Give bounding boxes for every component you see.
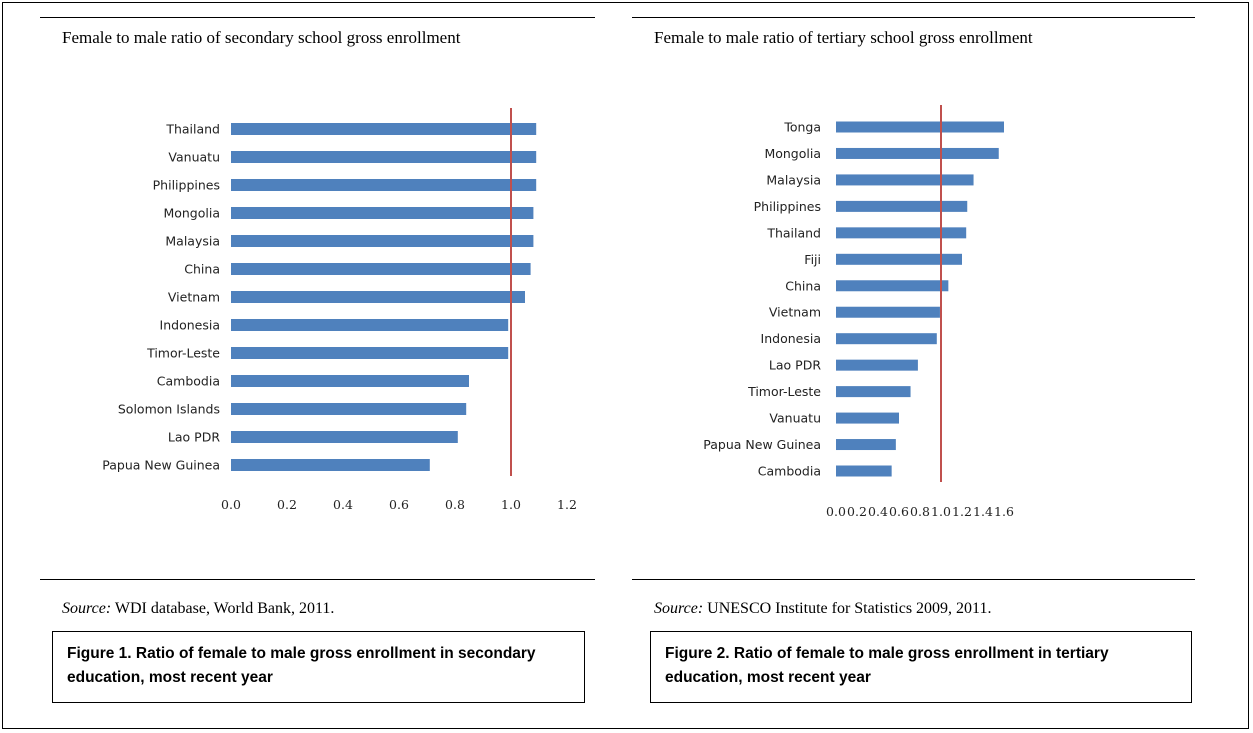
category-label: Vietnam [168, 290, 220, 305]
x-tick-label: 0.0 [826, 504, 846, 519]
x-tick-label: 0.0 [221, 497, 241, 512]
chart-title: Female to male ratio of tertiary school … [654, 28, 1033, 47]
bar [231, 347, 509, 359]
x-tick-label: 0.6 [389, 497, 409, 512]
x-tick-label: 1.0 [931, 504, 951, 519]
x-tick-label: 0.6 [889, 504, 909, 519]
bar [231, 207, 534, 219]
bar [231, 431, 458, 443]
figure-1-panel: Female to male ratio of secondary school… [0, 0, 600, 733]
x-tick-label: 1.0 [501, 497, 521, 512]
category-label: Philippines [754, 199, 821, 214]
bar [231, 151, 537, 163]
source-text: WDI database, World Bank, 2011. [111, 600, 335, 617]
bar [231, 179, 537, 191]
category-label: Thailand [766, 225, 821, 240]
tertiary-enrollment-chart: Tonga Mongolia Malaysia Philippines Thailand… [703, 105, 1014, 519]
category-label: Mongolia [163, 206, 220, 221]
source-label: Source: [62, 600, 112, 617]
category-label: Cambodia [758, 464, 821, 479]
category-label: Cambodia [157, 374, 220, 389]
category-label: Vanuatu [168, 150, 220, 165]
x-tick-label: 1.4 [973, 504, 993, 519]
category-label: Fiji [804, 252, 821, 267]
bar [836, 439, 896, 451]
x-tick-label: 1.6 [994, 504, 1014, 519]
bar [836, 306, 940, 318]
category-label: Lao PDR [769, 358, 821, 373]
bar [836, 280, 949, 292]
bar [836, 386, 911, 398]
source-note: Source: WDI database, World Bank, 2011. [62, 600, 334, 618]
source-note: Source: UNESCO Institute for Statistics … [654, 600, 991, 618]
bar [231, 291, 525, 303]
bar [836, 121, 1004, 133]
bar [836, 253, 962, 265]
bar [231, 403, 467, 415]
figure-2-panel: Female to male ratio of tertiary school … [612, 0, 1212, 733]
category-label: Vanuatu [769, 411, 821, 426]
figure-caption: Figure 2. Ratio of female to male gross … [650, 631, 1192, 703]
category-label: Malaysia [766, 172, 821, 187]
category-label: Timor-Leste [146, 346, 220, 361]
top-rule [40, 17, 595, 18]
x-tick-label: 0.4 [868, 504, 888, 519]
bar [231, 263, 531, 275]
chart-title: Female to male ratio of secondary school… [62, 28, 461, 47]
bar [231, 319, 509, 331]
bar [836, 359, 918, 371]
category-label: China [785, 278, 821, 293]
bar [231, 375, 469, 387]
figure-caption: Figure 1. Ratio of female to male gross … [52, 631, 585, 703]
x-tick-label: 1.2 [952, 504, 972, 519]
x-tick-label: 0.8 [445, 497, 465, 512]
bar [836, 200, 968, 212]
category-label: Malaysia [165, 234, 220, 249]
category-label: Mongolia [764, 146, 821, 161]
category-label: Indonesia [761, 331, 821, 346]
bar [836, 174, 974, 186]
x-tick-label: 0.2 [277, 497, 297, 512]
category-label: Tonga [783, 120, 821, 135]
category-label: Timor-Leste [747, 384, 821, 399]
bar [231, 235, 534, 247]
secondary-enrollment-chart: Thailand Vanuatu Philippines Mongolia Malays… [102, 108, 577, 512]
top-rule [632, 17, 1195, 18]
x-tick-label: 0.2 [847, 504, 867, 519]
bar [836, 333, 937, 345]
bar [836, 412, 899, 424]
category-label: Vietnam [769, 305, 821, 320]
bottom-rule [40, 579, 595, 580]
bar [836, 227, 967, 239]
category-label: Lao PDR [168, 430, 220, 445]
bottom-rule [632, 579, 1195, 580]
source-label: Source: [654, 600, 704, 617]
category-label: Papua New Guinea [102, 458, 220, 473]
category-label: Solomon Islands [118, 402, 220, 417]
category-label: Papua New Guinea [703, 437, 821, 452]
bar [836, 147, 999, 159]
bar [231, 459, 430, 471]
x-tick-label: 0.4 [333, 497, 353, 512]
category-label: Philippines [153, 178, 220, 193]
category-label: Indonesia [160, 318, 220, 333]
bar [231, 123, 537, 135]
x-tick-label: 1.2 [557, 497, 577, 512]
category-label: Thailand [165, 122, 220, 137]
source-text: UNESCO Institute for Statistics 2009, 20… [703, 600, 992, 617]
bar [836, 465, 892, 477]
x-tick-label: 0.8 [910, 504, 930, 519]
category-label: China [184, 262, 220, 277]
